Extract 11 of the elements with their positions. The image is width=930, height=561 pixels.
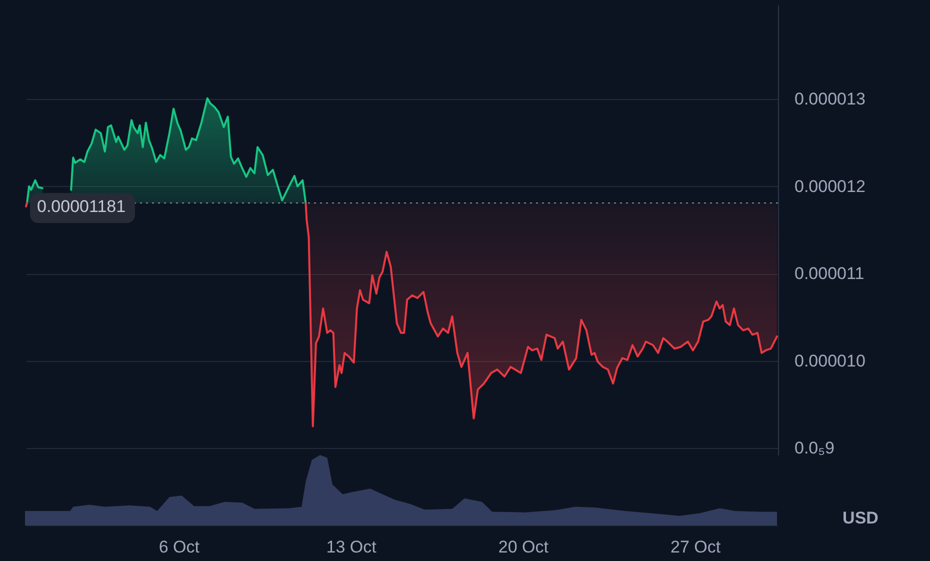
- x-tick-label: 13 Oct: [326, 538, 377, 556]
- y-tick-label: 0.000012: [794, 176, 866, 196]
- x-tick-label: 6 Oct: [158, 538, 200, 556]
- y-tick-label: 0.000010: [794, 351, 866, 370]
- y-tick-label: 0.000013: [794, 90, 866, 109]
- ref-line-label: 0.00001181: [37, 196, 126, 216]
- x-tick-label: 27 Oct: [670, 538, 721, 556]
- x-tick-label: 20 Oct: [498, 538, 549, 556]
- y-tick-label: 0.000011: [794, 264, 864, 284]
- y-tick-label: 0.0₅9: [794, 438, 834, 458]
- y-axis-title: USD: [842, 508, 878, 528]
